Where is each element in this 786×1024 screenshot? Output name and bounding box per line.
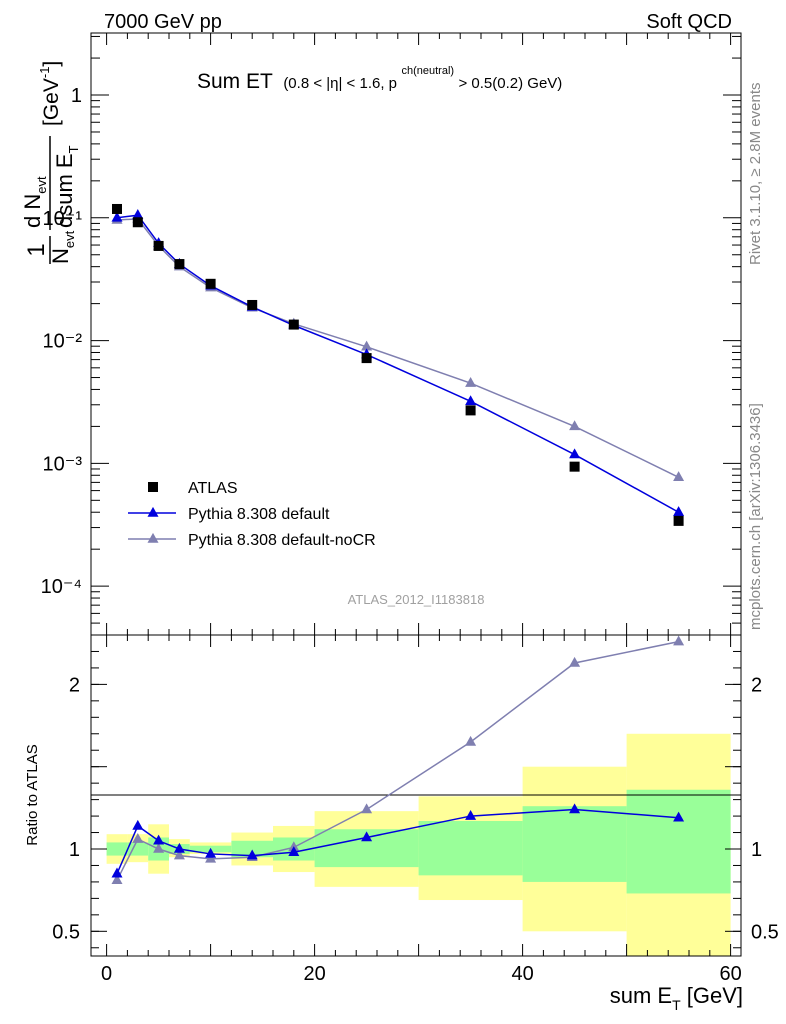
data-point-8 bbox=[465, 405, 476, 416]
data-point-4 bbox=[205, 278, 216, 289]
main-point-s1-1 bbox=[132, 209, 144, 219]
main-line-2 bbox=[116, 218, 679, 478]
ratio-point-s1-9 bbox=[569, 656, 581, 667]
header-right: Soft QCD bbox=[646, 11, 732, 33]
legend-marker-0 bbox=[148, 482, 158, 492]
legend-marker-2 bbox=[147, 532, 159, 543]
main-point-s1-10 bbox=[673, 506, 685, 516]
ratio-point-s0-7 bbox=[361, 831, 373, 842]
y-tick-label-main-3: 10⁻³ bbox=[43, 453, 83, 475]
data-point-0 bbox=[112, 203, 122, 214]
ratio-point-s1-10 bbox=[673, 635, 685, 646]
ratio-point-s0-0 bbox=[111, 867, 123, 878]
ratio-point-s1-3 bbox=[173, 849, 185, 860]
axis-ticks bbox=[91, 33, 741, 956]
main-point-s2-7 bbox=[361, 340, 373, 351]
ratio-y-tick-left-0.5: 0.5 bbox=[52, 921, 80, 943]
green-band-10 bbox=[626, 789, 731, 894]
ylabel-dsum: dsum ET bbox=[52, 145, 81, 228]
ratio-point-s1-2 bbox=[153, 842, 165, 853]
y-tick-label-main-4: 10⁻⁴ bbox=[41, 576, 82, 598]
ratio-point-s0-5 bbox=[246, 849, 258, 860]
plot-title: Sum ET (0.8 < |η| < 1.6, p ch(neutral) >… bbox=[197, 61, 562, 93]
x-axis-label: sum ET [GeV] bbox=[610, 983, 743, 1013]
y-tick-label-main-0: 1 bbox=[71, 85, 82, 107]
data-point-5 bbox=[247, 299, 258, 310]
legend-label-2: Pythia 8.308 default-noCR bbox=[188, 532, 376, 549]
ratio-point-s0-9 bbox=[569, 803, 581, 814]
data-point-1 bbox=[132, 217, 143, 228]
ratio-point-s1-0 bbox=[111, 874, 123, 885]
mcplots-reference-text: mcplots.cern.ch [arXiv:1306.3436] bbox=[747, 403, 764, 630]
ratio-y-tick-right-2: 2 bbox=[751, 674, 762, 696]
x-tick-label-20: 20 bbox=[303, 963, 325, 985]
ylabel-nevt: Nevt bbox=[48, 230, 77, 264]
green-band-9 bbox=[522, 806, 627, 882]
data-point-7 bbox=[361, 353, 372, 364]
header-left: 7000 GeV pp bbox=[104, 11, 222, 33]
main-point-s2-8 bbox=[465, 377, 477, 387]
ratio-point-s1-1 bbox=[132, 832, 144, 843]
ratio-uncertainty-bands bbox=[106, 733, 731, 956]
x-tick-label-60: 60 bbox=[719, 963, 741, 985]
data-point-9 bbox=[569, 461, 580, 472]
analysis-watermark: ATLAS_2012_I1183818 bbox=[348, 592, 485, 607]
green-band-5 bbox=[231, 840, 273, 858]
green-band-8 bbox=[418, 821, 523, 876]
ratio-y-tick-left-2: 2 bbox=[69, 674, 80, 696]
rivet-version-text: Rivet 3.1.10, ≥ 2.8M events bbox=[747, 83, 764, 266]
y-tick-label-main-2: 10⁻² bbox=[43, 331, 83, 353]
green-band-1 bbox=[127, 842, 149, 856]
y-tick-label-main-1: 10⁻¹ bbox=[43, 208, 83, 230]
main-line-1 bbox=[116, 214, 679, 513]
ylabel-dn: d Nevt bbox=[20, 176, 49, 228]
ratio-point-s0-3 bbox=[173, 842, 185, 853]
main-y-axis-label: 1 Nevt d Nevt dsum ET [GeV-1] bbox=[20, 61, 81, 264]
ratio-point-s1-7 bbox=[361, 803, 373, 814]
ratio-point-s0-8 bbox=[465, 809, 477, 820]
ratio-point-s0-4 bbox=[205, 847, 217, 858]
data-point-6 bbox=[288, 319, 299, 330]
title-cut-b: > 0.5(0.2) GeV) bbox=[459, 75, 563, 92]
ratio-y-tick-right-0.5: 0.5 bbox=[751, 921, 779, 943]
ratio-point-s0-2 bbox=[153, 834, 165, 845]
legend-label-0: ATLAS bbox=[188, 480, 238, 497]
data-point-10 bbox=[673, 515, 684, 526]
main-point-s2-10 bbox=[673, 471, 685, 482]
ratio-point-s0-1 bbox=[132, 819, 144, 830]
data-point-3 bbox=[174, 259, 185, 270]
title-main: Sum ET bbox=[197, 70, 273, 93]
ratio-y-axis-label: Ratio to ATLAS bbox=[24, 744, 41, 845]
title-cut-a: (0.8 < |η| < 1.6, p bbox=[283, 75, 397, 92]
x-tick-label-40: 40 bbox=[511, 963, 533, 985]
legend-label-1: Pythia 8.308 default bbox=[188, 506, 330, 523]
ratio-point-s0-10 bbox=[673, 811, 685, 822]
ylabel-one: 1 bbox=[23, 243, 50, 256]
ylabel-unit: [GeV-1] bbox=[37, 61, 63, 126]
title-cut-sup: ch(neutral) bbox=[401, 65, 454, 77]
main-point-s1-8 bbox=[465, 395, 477, 406]
ratio-y-tick-right-1: 1 bbox=[751, 839, 762, 861]
green-band-0 bbox=[106, 842, 128, 856]
ratio-point-s1-8 bbox=[465, 735, 477, 746]
x-tick-label-0: 0 bbox=[101, 963, 112, 985]
ratio-point-s0-6 bbox=[288, 846, 300, 857]
main-point-s1-0 bbox=[111, 211, 123, 222]
main-point-s1-9 bbox=[569, 448, 581, 459]
legend: ATLAS Pythia 8.308 default Pythia 8.308 de… bbox=[128, 480, 376, 549]
legend-marker-1 bbox=[147, 506, 159, 517]
main-point-s2-9 bbox=[569, 420, 581, 431]
ratio-y-tick-left-1: 1 bbox=[69, 839, 80, 861]
data-point-2 bbox=[153, 240, 164, 251]
